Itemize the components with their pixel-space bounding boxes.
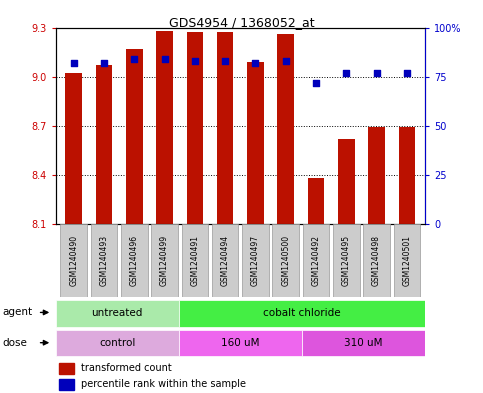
Text: GSM1240491: GSM1240491 [190, 235, 199, 286]
Bar [186, 33, 203, 224]
Bar [182, 224, 208, 297]
Bar [179, 300, 425, 327]
Point [342, 70, 350, 76]
Text: percentile rank within the sample: percentile rank within the sample [82, 379, 246, 389]
Text: GSM1240498: GSM1240498 [372, 235, 381, 286]
Bar [217, 33, 233, 224]
Text: GSM1240500: GSM1240500 [281, 235, 290, 286]
Text: 310 uM: 310 uM [344, 338, 383, 348]
Bar [91, 224, 117, 297]
Bar [242, 224, 269, 297]
Bar [59, 379, 74, 390]
Bar [121, 224, 148, 297]
Bar [333, 224, 360, 297]
Text: control: control [99, 338, 135, 348]
Bar [277, 34, 294, 224]
Point [221, 58, 229, 64]
Bar [247, 62, 264, 224]
Text: agent: agent [2, 307, 32, 318]
Point [191, 58, 199, 64]
Bar [65, 73, 82, 224]
Text: GSM1240490: GSM1240490 [69, 235, 78, 286]
Text: transformed count: transformed count [82, 363, 172, 373]
Point [70, 60, 78, 66]
Bar [308, 178, 325, 224]
Bar [56, 300, 179, 327]
Bar [56, 330, 179, 356]
Text: GSM1240501: GSM1240501 [402, 235, 412, 286]
Text: dose: dose [2, 338, 28, 348]
Point [403, 70, 411, 76]
Text: 160 uM: 160 uM [221, 338, 259, 348]
Bar [363, 224, 390, 297]
Bar [151, 224, 178, 297]
Point [312, 79, 320, 86]
Text: GSM1240492: GSM1240492 [312, 235, 321, 286]
Bar [59, 363, 74, 374]
Bar [60, 224, 87, 297]
Text: GSM1240495: GSM1240495 [342, 235, 351, 286]
Bar [126, 49, 142, 224]
Text: GDS4954 / 1368052_at: GDS4954 / 1368052_at [169, 16, 314, 29]
Point [161, 56, 169, 62]
Bar [368, 127, 385, 224]
Bar [96, 65, 113, 224]
Point [130, 56, 138, 62]
Bar [394, 224, 420, 297]
Point [100, 60, 108, 66]
Bar [272, 224, 299, 297]
Text: GSM1240494: GSM1240494 [221, 235, 229, 286]
Bar [302, 330, 425, 356]
Point [252, 60, 259, 66]
Bar [338, 139, 355, 224]
Bar [212, 224, 239, 297]
Text: GSM1240493: GSM1240493 [99, 235, 109, 286]
Bar [398, 127, 415, 224]
Point [373, 70, 381, 76]
Bar [179, 330, 302, 356]
Text: untreated: untreated [91, 309, 143, 318]
Text: GSM1240496: GSM1240496 [130, 235, 139, 286]
Bar [156, 31, 173, 224]
Text: GSM1240499: GSM1240499 [160, 235, 169, 286]
Text: cobalt chloride: cobalt chloride [263, 309, 341, 318]
Point [282, 58, 290, 64]
Bar [303, 224, 329, 297]
Text: GSM1240497: GSM1240497 [251, 235, 260, 286]
